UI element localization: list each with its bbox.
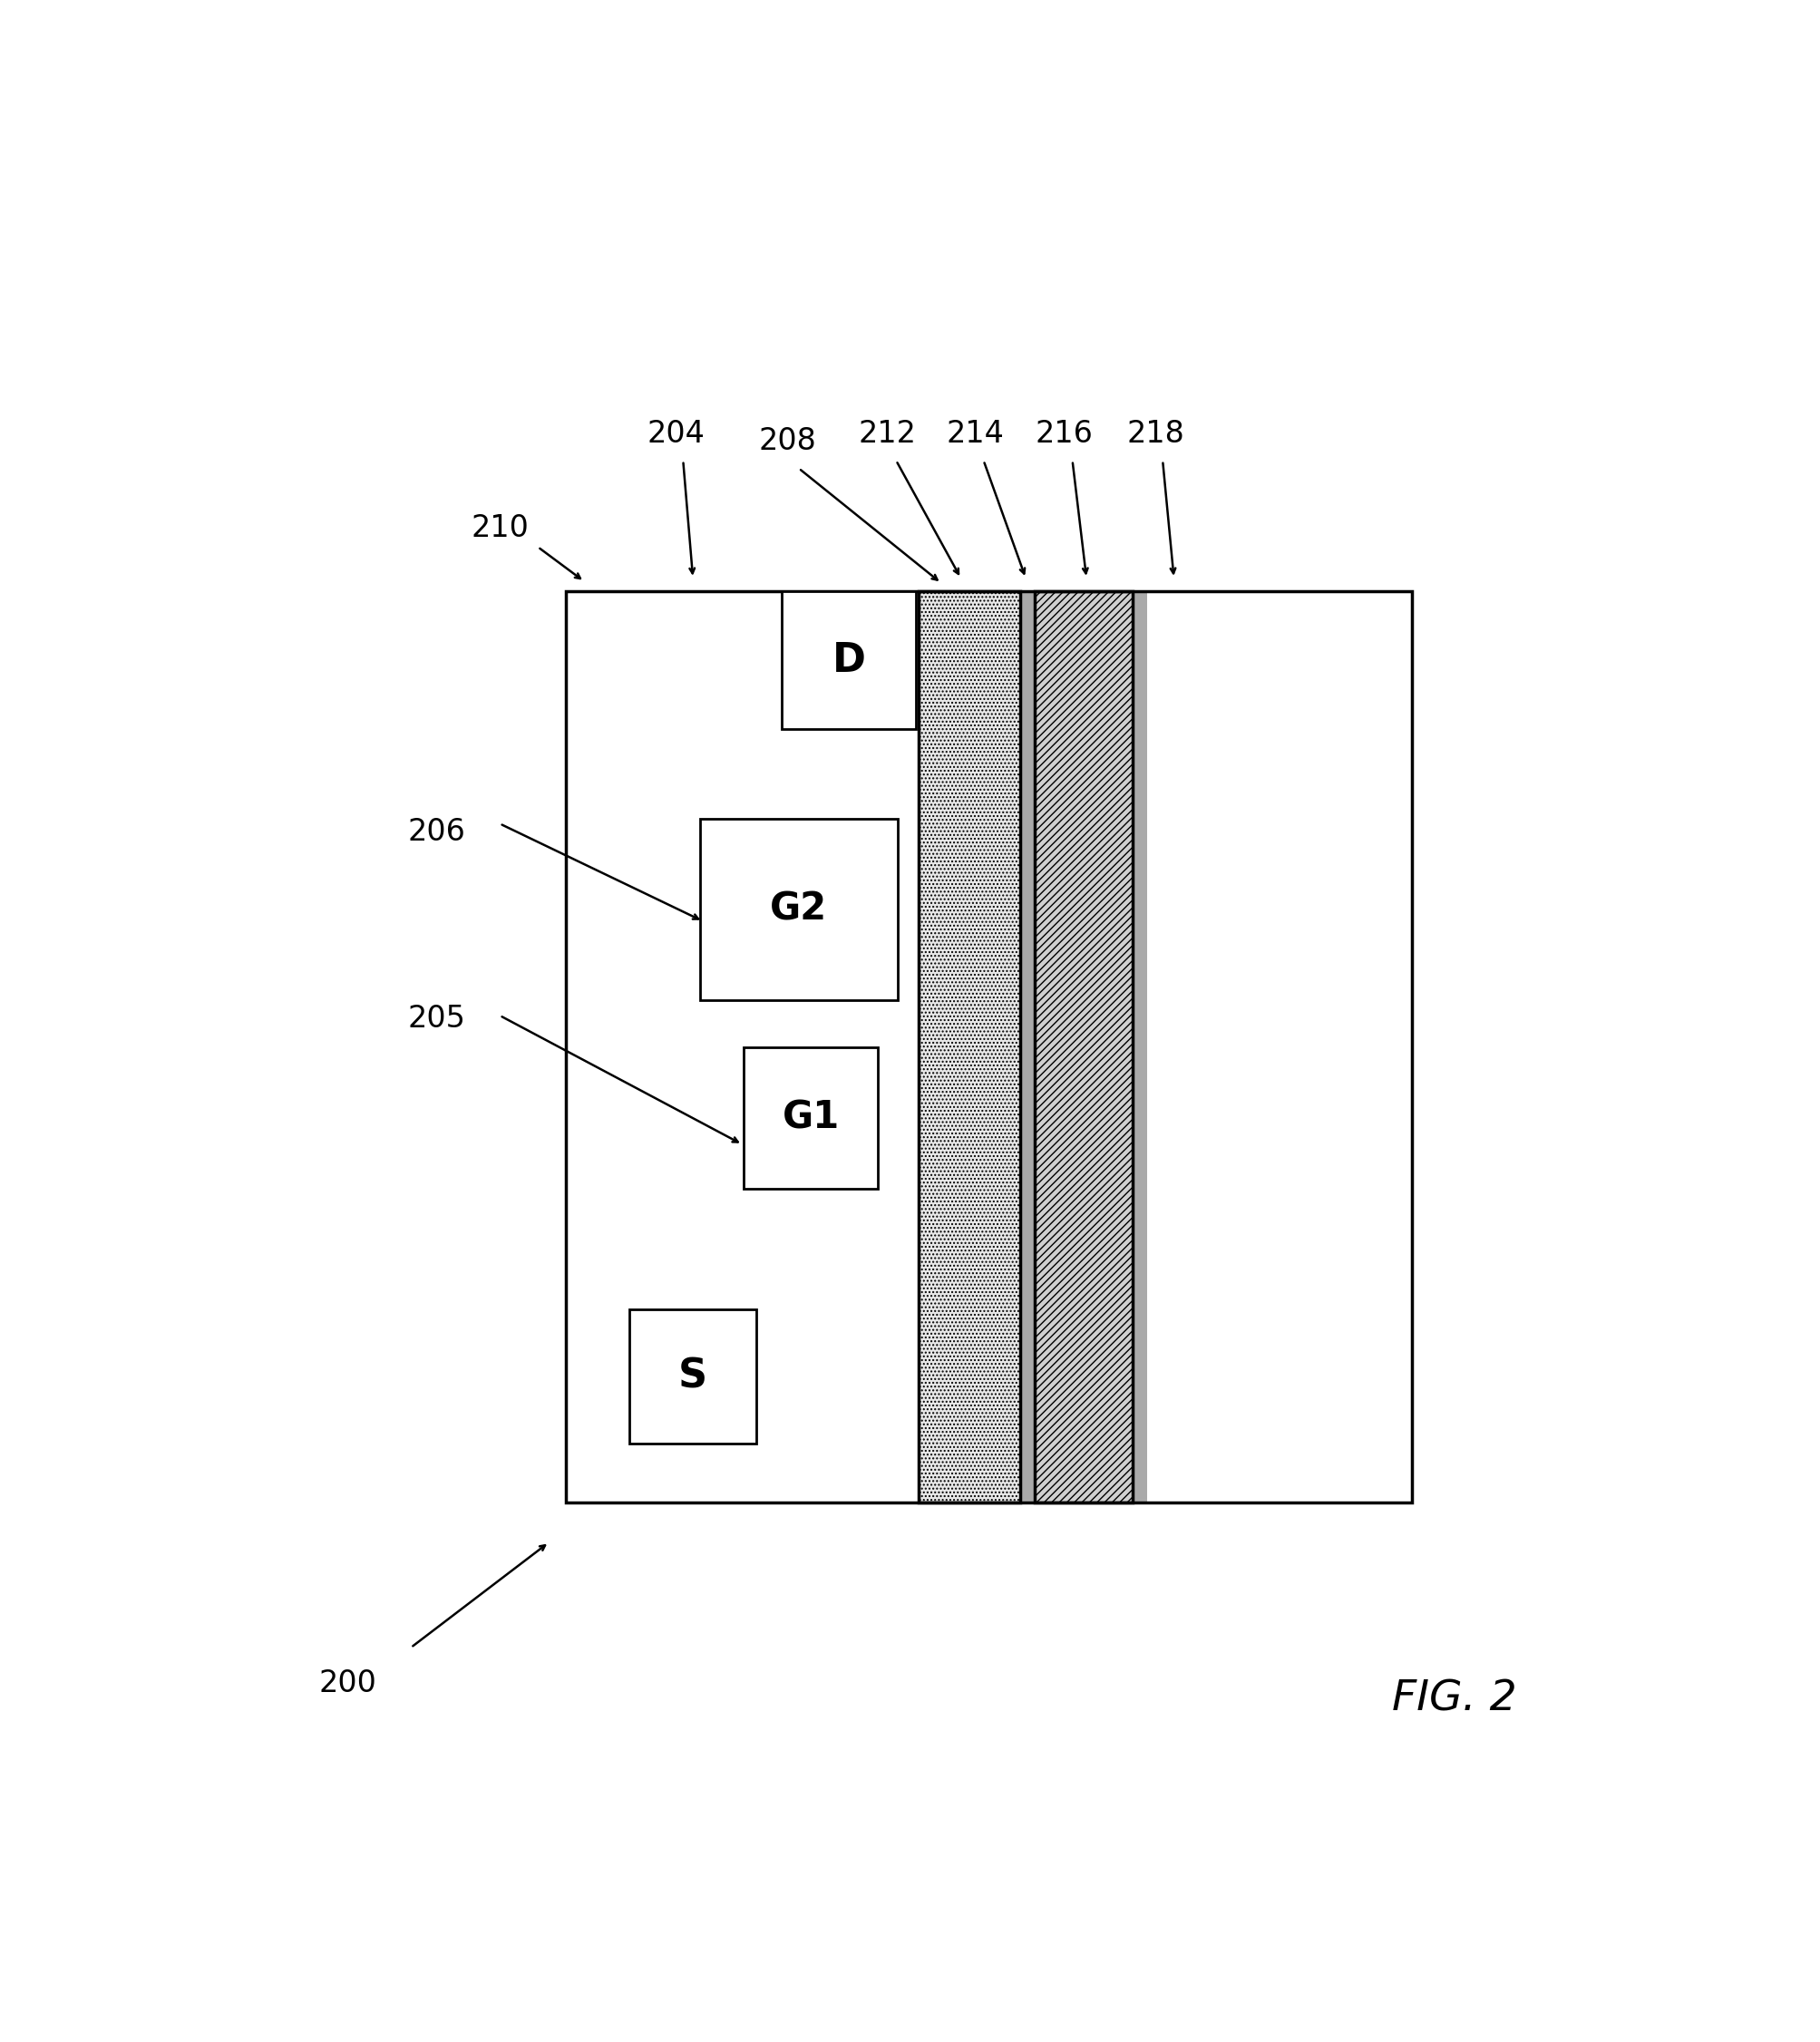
Bar [919,590,1021,1503]
Text: FIG. 2: FIG. 2 [1392,1679,1518,1719]
Text: G1: G1 [783,1099,839,1137]
Bar [701,819,897,1001]
Bar [630,1309,757,1444]
Bar [919,590,1021,1503]
Text: 206: 206 [408,817,466,847]
Text: 214: 214 [946,419,1005,449]
Bar [744,1048,877,1188]
Text: G2: G2 [770,890,828,929]
Text: S: S [679,1356,708,1397]
Text: 205: 205 [408,1005,466,1033]
Text: D: D [832,641,866,680]
Text: 204: 204 [648,419,704,449]
Text: 210: 210 [471,513,528,543]
Bar [566,590,1412,1503]
Text: 216: 216 [1036,419,1092,449]
Text: 212: 212 [859,419,917,449]
Bar [1034,590,1134,1503]
Bar [1021,590,1034,1503]
Text: 200: 200 [318,1668,377,1699]
Bar [783,590,915,729]
Text: 208: 208 [759,427,817,457]
Bar [1034,590,1134,1503]
Bar [1134,590,1147,1503]
Text: 218: 218 [1127,419,1185,449]
